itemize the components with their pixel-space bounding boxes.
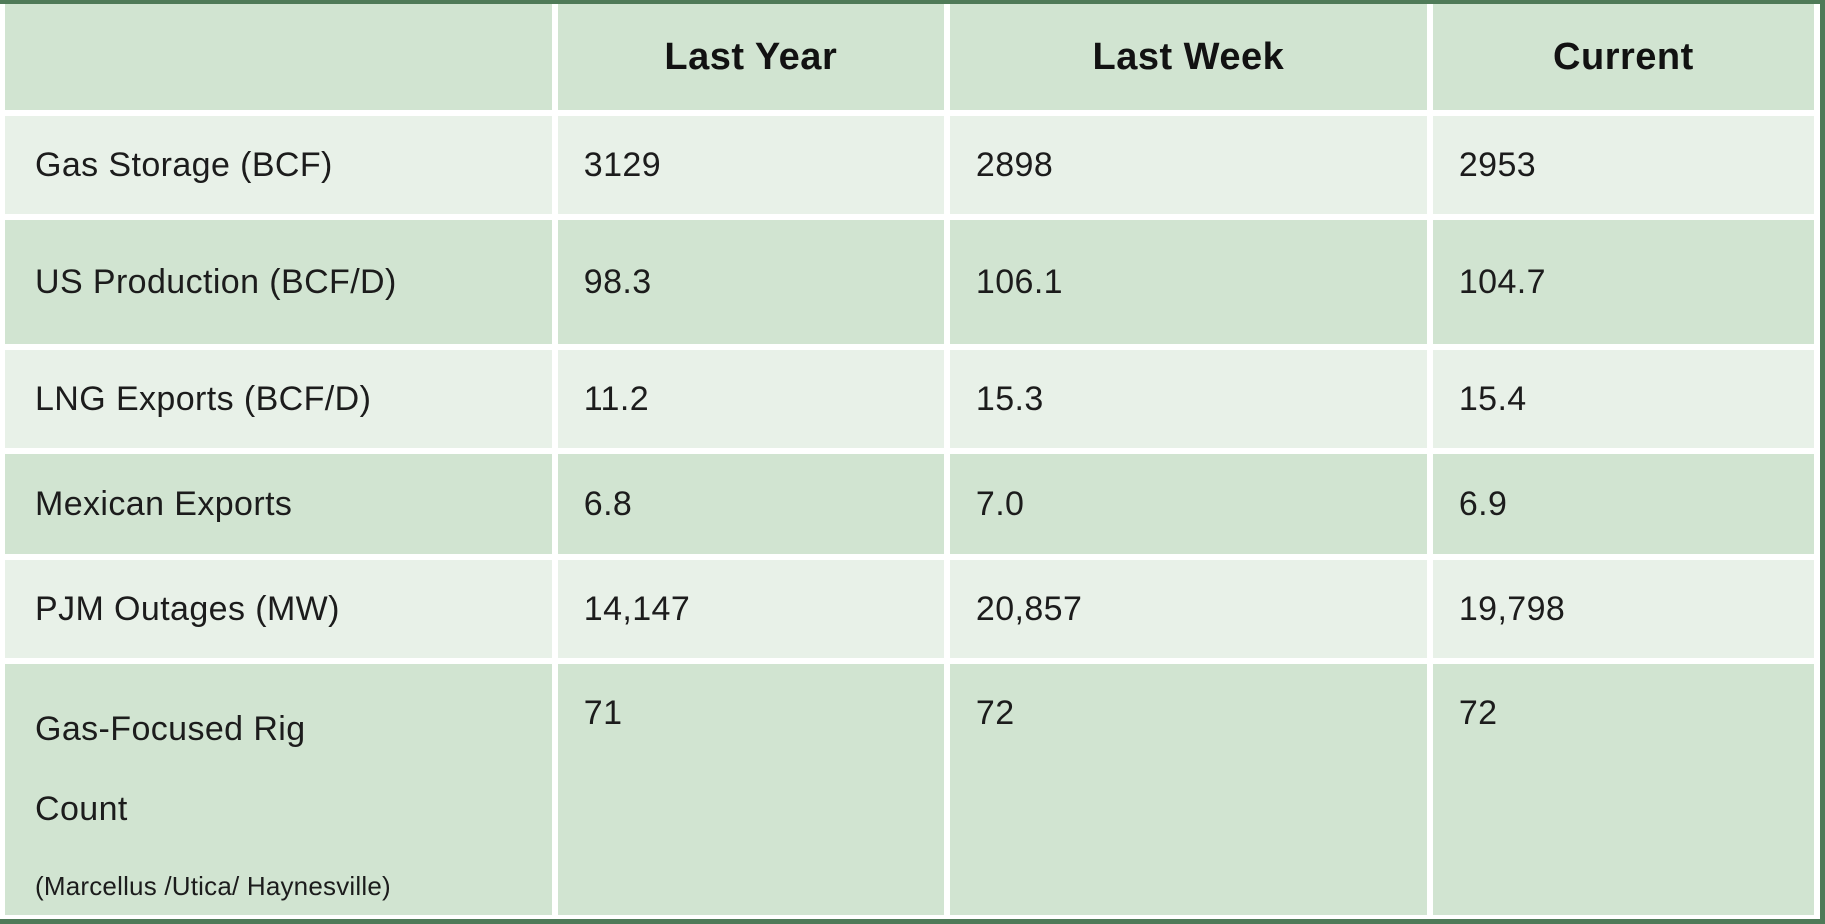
header-cell-current: Current [1432, 4, 1814, 110]
cell-us-production-last-week: 106.1 [949, 220, 1427, 344]
header-cell-empty [5, 4, 552, 110]
cell-rig-count-last-week: 72 [949, 664, 1427, 915]
cell-mexican-exports-last-year: 6.8 [557, 454, 944, 554]
header-cell-last-year: Last Year [557, 4, 944, 110]
rig-count-label-line1: Gas-Focused Rig [35, 709, 306, 748]
row-label-us-production: US Production (BCF/D) [5, 220, 552, 344]
row-label-mexican-exports: Mexican Exports [5, 454, 552, 554]
cell-lng-exports-last-year: 11.2 [557, 350, 944, 448]
cell-rig-count-last-year: 71 [557, 664, 944, 915]
cell-lng-exports-last-week: 15.3 [949, 350, 1427, 448]
cell-pjm-outages-last-year: 14,147 [557, 560, 944, 658]
cell-pjm-outages-last-week: 20,857 [949, 560, 1427, 658]
cell-rig-count-current: 72 [1432, 664, 1814, 915]
cell-gas-storage-last-week: 2898 [949, 116, 1427, 214]
cell-mexican-exports-last-week: 7.0 [949, 454, 1427, 554]
row-label-pjm-outages: PJM Outages (MW) [5, 560, 552, 658]
cell-lng-exports-current: 15.4 [1432, 350, 1814, 448]
data-table: Last Year Last Week Current Gas Storage … [5, 4, 1814, 915]
rig-count-sublabel: (Marcellus /Utica/ Haynesville) [35, 870, 391, 901]
row-label-lng-exports: LNG Exports (BCF/D) [5, 350, 552, 448]
header-cell-last-week: Last Week [949, 4, 1427, 110]
cell-gas-storage-current: 2953 [1432, 116, 1814, 214]
cell-pjm-outages-current: 19,798 [1432, 560, 1814, 658]
cell-us-production-current: 104.7 [1432, 220, 1814, 344]
cell-us-production-last-year: 98.3 [557, 220, 944, 344]
rig-count-label-line2: Count [35, 789, 128, 828]
row-label-gas-storage: Gas Storage (BCF) [5, 116, 552, 214]
cell-mexican-exports-current: 6.9 [1432, 454, 1814, 554]
cell-gas-storage-last-year: 3129 [557, 116, 944, 214]
row-label-rig-count: Gas-Focused Rig Count (Marcellus /Utica/… [5, 664, 552, 915]
